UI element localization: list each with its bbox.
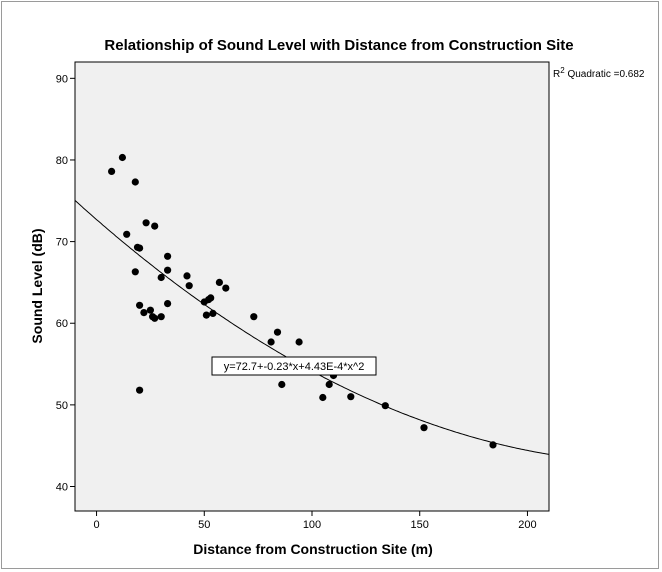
data-point: [250, 313, 258, 321]
data-points: [108, 153, 497, 449]
y-tick-label: 80: [56, 155, 68, 167]
data-point: [420, 424, 428, 432]
data-point: [146, 306, 154, 314]
data-point: [222, 284, 230, 292]
plot-area: [74, 61, 550, 512]
data-point: [142, 219, 150, 227]
chart-title: Relationship of Sound Level with Distanc…: [104, 37, 573, 54]
y-tick-label: 70: [56, 237, 68, 249]
data-point: [164, 266, 172, 274]
data-point: [164, 252, 172, 260]
y-axis-label: Sound Level (dB): [29, 228, 45, 343]
data-point: [325, 380, 333, 389]
data-point: [123, 230, 131, 238]
data-point: [489, 441, 497, 449]
x-axis-label: Distance from Construction Site (m): [193, 541, 433, 557]
data-point: [157, 273, 165, 282]
data-point: [273, 328, 282, 336]
equation-label: y=72.7+-0.23*x+4.43E-4*x^2: [224, 361, 365, 373]
data-point: [136, 301, 144, 309]
data-point: [278, 380, 286, 389]
data-point: [131, 268, 139, 276]
y-tick-label: 50: [56, 400, 68, 412]
data-point: [347, 393, 355, 401]
data-point: [136, 386, 144, 394]
x-tick-label: 200: [518, 519, 536, 531]
x-tick-label: 50: [198, 519, 210, 531]
data-point: [215, 278, 223, 286]
x-axis: 0 50 100 150 200: [93, 511, 537, 531]
data-point: [157, 313, 165, 321]
y-axis: 40 50 60 70 80 90: [56, 73, 75, 494]
data-point: [185, 282, 193, 290]
data-point: [207, 294, 215, 302]
data-point: [136, 244, 144, 252]
equation-box: y=72.7+-0.23*x+4.43E-4*x^2: [211, 356, 377, 376]
data-point: [381, 402, 389, 410]
data-point: [151, 314, 159, 322]
data-point: [267, 338, 275, 346]
data-point: [151, 222, 159, 230]
data-point: [108, 167, 116, 175]
y-tick-label: 40: [56, 482, 68, 494]
x-tick-label: 150: [411, 519, 429, 531]
data-point: [209, 309, 217, 317]
data-point: [319, 393, 327, 402]
data-point: [140, 309, 148, 317]
data-point: [295, 338, 303, 346]
x-tick-label: 0: [93, 519, 99, 531]
y-tick-label: 60: [56, 318, 68, 330]
y-tick-label: 90: [56, 73, 68, 85]
data-point: [164, 300, 172, 308]
data-point: [118, 153, 126, 162]
data-point: [202, 311, 210, 319]
data-point: [183, 272, 191, 280]
x-tick-label: 100: [303, 519, 321, 531]
data-point: [131, 178, 139, 186]
r2-label: R2 Quadratic =0.682: [553, 66, 645, 80]
